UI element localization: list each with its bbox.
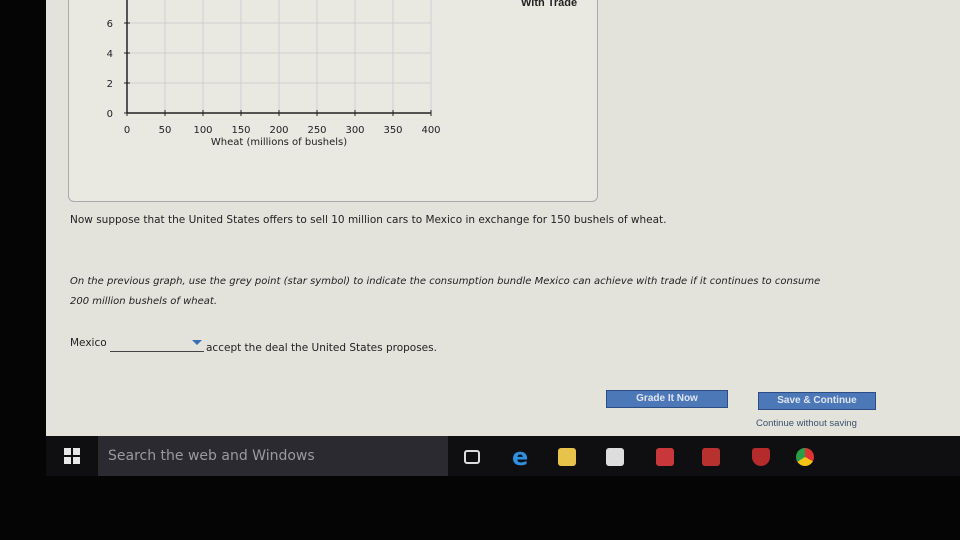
taskbar-search-input[interactable]: Search the web and Windows bbox=[98, 436, 448, 476]
y-tick-label: 0 bbox=[107, 109, 113, 120]
file-explorer-icon[interactable] bbox=[558, 448, 576, 466]
reader-icon[interactable] bbox=[656, 448, 674, 466]
app-icon[interactable] bbox=[702, 448, 720, 466]
y-tick-label: 6 bbox=[107, 19, 113, 30]
graph-panel: 0 50 100 150 200 250 300 350 400 0 2 4 6 Wheat (milli… bbox=[68, 0, 598, 202]
answer-suffix: accept the deal the United States propos… bbox=[206, 342, 437, 354]
x-tick-label: 50 bbox=[159, 125, 172, 136]
x-tick-label: 250 bbox=[307, 125, 326, 136]
taskbar: Search the web and Windows e bbox=[46, 436, 960, 476]
x-tick-label: 150 bbox=[231, 125, 250, 136]
y-tick-label: 4 bbox=[107, 49, 113, 60]
grade-it-now-button[interactable]: Grade It Now bbox=[606, 390, 728, 408]
answer-prefix: Mexico bbox=[70, 337, 107, 349]
x-axis-label: Wheat (millions of bushels) bbox=[211, 137, 347, 148]
x-tick-label: 350 bbox=[383, 125, 402, 136]
edge-icon[interactable]: e bbox=[512, 443, 529, 471]
chevron-down-icon bbox=[192, 340, 202, 345]
accept-dropdown[interactable] bbox=[110, 336, 204, 352]
x-tick-label: 0 bbox=[124, 125, 130, 136]
instruction-line2: 200 million bushels of wheat. bbox=[70, 296, 218, 307]
save-continue-button[interactable]: Save & Continue bbox=[758, 392, 876, 410]
browser-page: 0 50 100 150 200 250 300 350 400 0 2 4 6 Wheat (milli… bbox=[46, 0, 960, 436]
x-tick-label: 200 bbox=[269, 125, 288, 136]
instruction-line1: On the previous graph, use the grey poin… bbox=[70, 276, 821, 287]
task-view-icon[interactable] bbox=[464, 450, 480, 464]
x-tick-label: 300 bbox=[345, 125, 364, 136]
legend-with-trade[interactable]: With Trade bbox=[521, 0, 578, 9]
mcafee-icon[interactable] bbox=[752, 448, 770, 466]
trade-graph[interactable]: 0 50 100 150 200 250 300 350 400 0 2 4 6 Wheat (milli… bbox=[69, 0, 599, 203]
store-icon[interactable] bbox=[606, 448, 624, 466]
y-tick-label: 2 bbox=[107, 79, 113, 90]
continue-without-saving-link[interactable]: Continue without saving bbox=[756, 418, 857, 429]
windows-start-icon[interactable] bbox=[64, 448, 80, 464]
x-tick-label: 400 bbox=[421, 125, 440, 136]
offer-text: Now suppose that the United States offer… bbox=[70, 214, 667, 226]
x-tick-label: 100 bbox=[193, 125, 212, 136]
chrome-icon[interactable] bbox=[796, 448, 814, 466]
